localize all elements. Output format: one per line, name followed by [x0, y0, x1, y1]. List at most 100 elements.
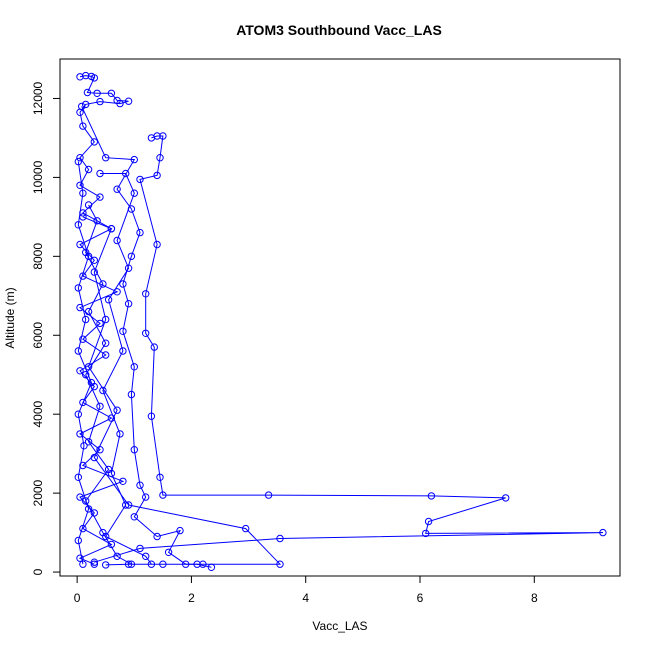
- data-point: [107, 89, 116, 98]
- y-tick-label: 4000: [31, 401, 45, 428]
- data-point: [90, 74, 99, 82]
- series-line: [81, 106, 212, 568]
- data-point: [122, 169, 130, 178]
- x-tick-label: 0: [74, 591, 81, 605]
- data-point: [119, 280, 127, 288]
- data-point: [153, 240, 161, 249]
- data-point: [104, 296, 113, 304]
- data-point: [102, 561, 110, 569]
- data-point: [424, 517, 433, 526]
- data-point: [90, 138, 99, 146]
- data-point: [127, 560, 136, 568]
- series-line: [78, 75, 129, 565]
- data-point: [74, 284, 83, 292]
- y-tick-label: 6000: [31, 322, 45, 349]
- data-point: [102, 315, 110, 324]
- data-point: [142, 290, 150, 298]
- data-point: [124, 97, 133, 105]
- data-point: [136, 175, 144, 184]
- data-point: [76, 73, 84, 81]
- data-point: [153, 132, 161, 140]
- data-point: [176, 526, 184, 535]
- data-point: [122, 501, 130, 509]
- data-point: [113, 185, 121, 193]
- data-point: [142, 329, 150, 337]
- series-2: [90, 132, 607, 566]
- data-point: [82, 71, 90, 80]
- data-point: [136, 228, 144, 237]
- data-point: [130, 155, 139, 164]
- series-4: [79, 213, 284, 569]
- data-point: [427, 492, 436, 500]
- data-point: [79, 122, 87, 130]
- data-point: [102, 339, 110, 347]
- data-point: [83, 88, 92, 97]
- data-point: [153, 171, 161, 180]
- x-tick-label: 2: [188, 591, 195, 605]
- series-7: [82, 201, 136, 568]
- data-point: [84, 165, 93, 174]
- data-point: [136, 481, 144, 489]
- plot-area-frame: [59, 58, 621, 577]
- data-point: [153, 532, 161, 541]
- data-point: [90, 560, 99, 568]
- y-axis-ticks: 0 2000 4000 6000 8000 10000 12000: [31, 81, 60, 575]
- data-point: [84, 438, 93, 446]
- data-point: [142, 493, 150, 501]
- series-layer: [74, 71, 607, 571]
- data-point: [90, 453, 99, 462]
- series-line: [85, 204, 132, 565]
- y-tick-label: 2000: [31, 479, 45, 506]
- data-point: [79, 560, 87, 568]
- series-line: [82, 216, 282, 566]
- data-point: [87, 378, 96, 387]
- data-point: [276, 534, 284, 543]
- data-point: [74, 347, 83, 355]
- data-point: [76, 554, 84, 562]
- data-point: [99, 280, 107, 288]
- data-point: [119, 327, 127, 335]
- data-point: [159, 491, 167, 499]
- y-tick-label: 10000: [31, 160, 45, 194]
- data-point: [159, 132, 167, 140]
- data-point: [96, 97, 104, 106]
- data-point: [127, 252, 136, 260]
- data-point: [119, 347, 127, 355]
- series-3: [78, 102, 216, 571]
- data-point: [96, 169, 104, 178]
- data-point: [124, 300, 133, 308]
- data-point: [99, 386, 107, 395]
- data-point: [116, 430, 124, 438]
- data-point: [74, 473, 83, 481]
- data-point: [82, 497, 90, 505]
- series-1: [76, 71, 133, 568]
- data-point: [130, 513, 139, 521]
- data-point: [159, 560, 167, 568]
- data-point: [130, 363, 139, 371]
- data-point: [82, 100, 90, 109]
- data-point: [199, 560, 207, 568]
- data-point: [80, 442, 88, 450]
- data-point: [104, 465, 113, 474]
- data-point: [113, 552, 121, 560]
- data-point: [99, 528, 107, 537]
- data-point: [74, 410, 83, 418]
- data-point: [79, 461, 87, 470]
- data-point: [156, 154, 164, 162]
- data-point: [156, 473, 164, 481]
- data-point: [113, 406, 121, 414]
- data-point: [74, 221, 83, 229]
- data-point: [79, 335, 87, 343]
- data-point: [599, 528, 607, 537]
- x-axis-ticks: 0 2 4 6 8: [74, 576, 538, 605]
- data-point: [78, 102, 86, 111]
- data-point: [113, 236, 121, 245]
- x-tick-label: 4: [302, 591, 309, 605]
- data-point: [124, 560, 133, 568]
- data-point: [116, 99, 124, 108]
- data-point: [84, 201, 93, 209]
- data-point: [150, 343, 159, 351]
- data-point: [147, 412, 156, 420]
- y-axis-label: Altitude (m): [3, 287, 17, 348]
